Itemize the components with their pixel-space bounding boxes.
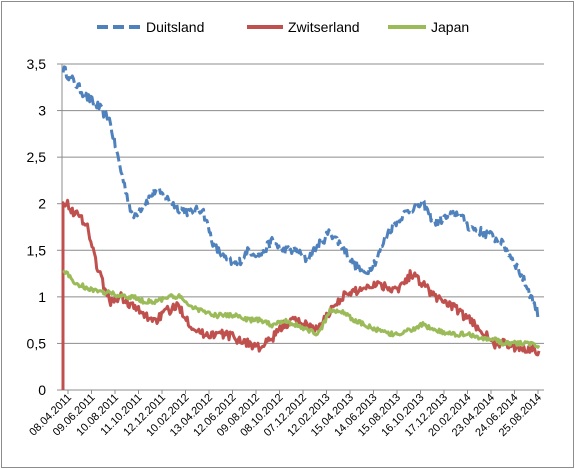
- y-tick-label: 3: [38, 103, 46, 119]
- y-tick-label: 2: [38, 196, 46, 212]
- gridlines: [62, 63, 544, 344]
- series-line-japan: [62, 269, 541, 349]
- y-tick-label: 1: [38, 289, 46, 305]
- y-tick-label: 1,5: [27, 242, 47, 258]
- y-tick-label: 0: [38, 382, 46, 398]
- series-lines: [61, 65, 541, 390]
- series-line-zwitserland: [61, 198, 541, 390]
- y-tick-label: 3,5: [27, 56, 47, 72]
- axes: [57, 63, 544, 394]
- legend-label-zwitserland: Zwitserland: [288, 19, 360, 35]
- y-tick-label: 2,5: [27, 149, 47, 165]
- y-axis-ticks: 0 0,5 1 1,5 2 2,5 3 3,5: [27, 56, 47, 398]
- legend-label-japan: Japan: [431, 19, 469, 35]
- legend: Duitsland Zwitserland Japan: [97, 19, 469, 35]
- series-line-duitsland: [61, 65, 541, 319]
- x-axis-ticks: 08.04.201109.06.201110.08.201111.10.2011…: [27, 392, 544, 439]
- legend-label-duitsland: Duitsland: [146, 19, 204, 35]
- y-tick-label: 0,5: [27, 335, 47, 351]
